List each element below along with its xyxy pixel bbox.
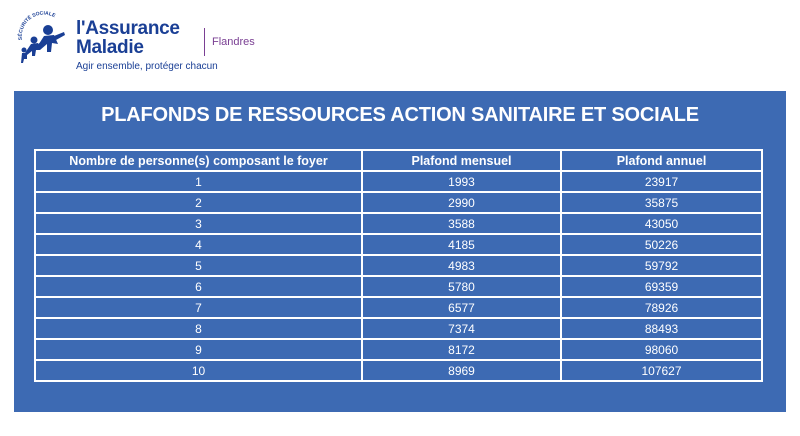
cell-mensuel: 1993	[361, 170, 562, 193]
cell-foyer: 8	[34, 317, 363, 340]
cell-foyer: 4	[34, 233, 363, 256]
cell-mensuel: 5780	[361, 275, 562, 298]
cell-annuel: 23917	[560, 170, 763, 193]
panel-title: PLAFONDS DE RESSOURCES ACTION SANITAIRE …	[101, 104, 699, 126]
table-row: 5 4983 59792	[34, 254, 763, 277]
cell-foyer: 5	[34, 254, 363, 277]
running-figures-icon: SÉCURITÉ SOCIALE	[16, 10, 65, 63]
header: SÉCURITÉ SOCIALE l'Assurance Maladie Agi…	[0, 0, 800, 88]
brand-tagline: Agir ensemble, protéger chacun	[76, 61, 218, 72]
table-row: 9 8172 98060	[34, 338, 763, 361]
brand-line-1: l'Assurance	[76, 18, 180, 39]
cell-mensuel: 4185	[361, 233, 562, 256]
cell-mensuel: 3588	[361, 212, 562, 235]
cell-mensuel: 2990	[361, 191, 562, 214]
brand-line-2: Maladie	[76, 37, 144, 58]
cell-annuel: 50226	[560, 233, 763, 256]
cell-mensuel: 7374	[361, 317, 562, 340]
table-row: 1 1993 23917	[34, 170, 763, 193]
cell-foyer: 1	[34, 170, 363, 193]
cell-annuel: 107627	[560, 359, 763, 382]
cell-annuel: 69359	[560, 275, 763, 298]
cell-foyer: 6	[34, 275, 363, 298]
cell-annuel: 43050	[560, 212, 763, 235]
table-row: 7 6577 78926	[34, 296, 763, 319]
cell-mensuel: 6577	[361, 296, 562, 319]
brand-name: l'Assurance Maladie	[76, 19, 180, 57]
region-label: Flandres	[212, 36, 255, 48]
column-header-foyer: Nombre de personne(s) composant le foyer	[34, 149, 363, 172]
table-row: 3 3588 43050	[34, 212, 763, 235]
table-row: 10 8969 107627	[34, 359, 763, 382]
table-header-row: Nombre de personne(s) composant le foyer…	[34, 149, 763, 172]
cell-annuel: 78926	[560, 296, 763, 319]
cell-mensuel: 4983	[361, 254, 562, 277]
cell-annuel: 98060	[560, 338, 763, 361]
table-row: 6 5780 69359	[34, 275, 763, 298]
column-header-annuel: Plafond annuel	[560, 149, 763, 172]
table-row: 2 2990 35875	[34, 191, 763, 214]
cell-annuel: 35875	[560, 191, 763, 214]
cell-mensuel: 8969	[361, 359, 562, 382]
cell-annuel: 59792	[560, 254, 763, 277]
table-row: 8 7374 88493	[34, 317, 763, 340]
plafonds-table: Nombre de personne(s) composant le foyer…	[34, 149, 763, 382]
cell-foyer: 9	[34, 338, 363, 361]
table-row: 4 4185 50226	[34, 233, 763, 256]
cell-foyer: 7	[34, 296, 363, 319]
cell-foyer: 10	[34, 359, 363, 382]
cell-annuel: 88493	[560, 317, 763, 340]
column-header-mensuel: Plafond mensuel	[361, 149, 562, 172]
cell-foyer: 2	[34, 191, 363, 214]
cell-foyer: 3	[34, 212, 363, 235]
header-divider	[204, 28, 205, 56]
plafonds-panel: PLAFONDS DE RESSOURCES ACTION SANITAIRE …	[14, 91, 786, 412]
cell-mensuel: 8172	[361, 338, 562, 361]
